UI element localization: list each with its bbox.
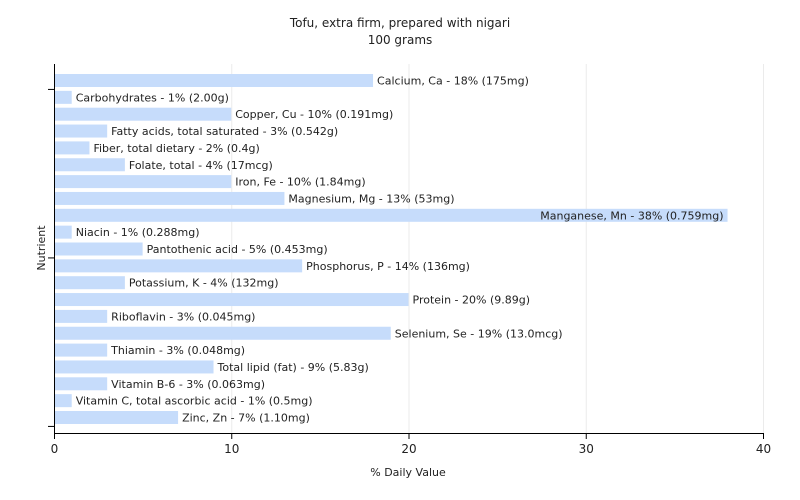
bar [55, 74, 374, 87]
x-tick-label: 40 [756, 442, 771, 456]
x-axis-label: % Daily Value [370, 466, 446, 479]
bar-label: Potassium, K - 4% (132mg) [129, 277, 279, 290]
bar [55, 225, 72, 239]
bar-label: Copper, Cu - 10% (0.191mg) [235, 108, 393, 121]
bar [55, 158, 125, 172]
bar-label: Iron, Fe - 10% (1.84mg) [235, 176, 365, 189]
bar [55, 309, 108, 323]
x-tick-label: 10 [224, 442, 239, 456]
bar [55, 394, 72, 408]
bar [55, 124, 108, 138]
bar [55, 343, 108, 357]
y-axis-label: Nutrient [35, 225, 48, 271]
bar-label: Manganese, Mn - 38% (0.759mg) [540, 209, 723, 222]
bar [55, 242, 143, 256]
bar [55, 293, 409, 307]
bar-label: Fiber, total dietary - 2% (0.4g) [93, 142, 259, 155]
bar-label: Vitamin B-6 - 3% (0.063mg) [111, 378, 265, 391]
bar-label: Thiamin - 3% (0.048mg) [110, 344, 245, 357]
bar-label: Zinc, Zn - 7% (1.10mg) [182, 412, 310, 425]
bar-label: Protein - 20% (9.89g) [413, 294, 531, 307]
x-tick-label: 20 [401, 442, 416, 456]
x-tick-label: 0 [51, 442, 59, 456]
bar [55, 175, 232, 189]
chart-title: Tofu, extra firm, prepared with nigari [289, 16, 510, 30]
bar [55, 208, 728, 222]
bar [55, 191, 285, 205]
bar-label: Folate, total - 4% (17mcg) [129, 159, 273, 172]
bar [55, 411, 179, 424]
bar-label: Carbohydrates - 1% (2.00g) [76, 91, 229, 104]
bar-label: Pantothenic acid - 5% (0.453mg) [147, 243, 328, 256]
bar [55, 326, 391, 340]
bar-label: Vitamin C, total ascorbic acid - 1% (0.5… [76, 395, 313, 408]
bar [55, 141, 90, 155]
bar-label: Selenium, Se - 19% (13.0mcg) [395, 327, 563, 340]
bar-label: Calcium, Ca - 18% (175mg) [377, 75, 529, 88]
bar-label: Niacin - 1% (0.288mg) [76, 226, 200, 239]
chart-subtitle: 100 grams [368, 33, 433, 47]
bar [55, 107, 232, 121]
bars-group: Calcium, Ca - 18% (175mg) Carbohydrates -… [55, 74, 728, 425]
bar [55, 276, 125, 290]
bar [55, 90, 72, 104]
x-tick-label: 30 [579, 442, 594, 456]
bar-label: Riboflavin - 3% (0.045mg) [111, 310, 255, 323]
bar [55, 259, 303, 273]
bar-label: Phosphorus, P - 14% (136mg) [306, 260, 470, 273]
bar-label: Magnesium, Mg - 13% (53mg) [288, 192, 454, 205]
axes-group: 0 10 20 30 40 [48, 64, 771, 456]
bar-label: Fatty acids, total saturated - 3% (0.542… [111, 125, 338, 138]
bar-label: Total lipid (fat) - 9% (5.83g) [217, 361, 369, 374]
bar [55, 360, 214, 374]
bar [55, 377, 108, 391]
